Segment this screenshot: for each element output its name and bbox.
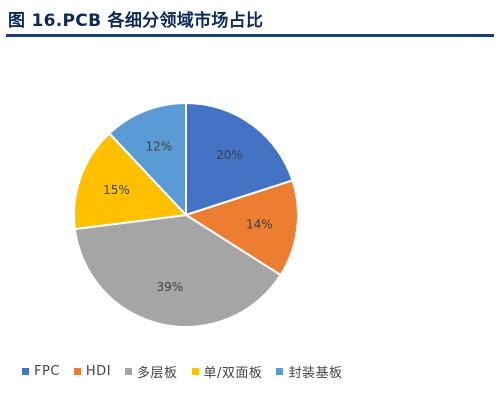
legend-swatch bbox=[125, 367, 133, 375]
legend-swatch bbox=[191, 367, 199, 375]
legend-label: FPC bbox=[34, 363, 60, 379]
pie-slice-s3 bbox=[73, 132, 187, 231]
chart-legend: FPC HDI 多层板 单/双面板 封装基板 bbox=[22, 360, 356, 382]
data-label-0: 20% bbox=[216, 148, 243, 162]
figure-title: 图 16.PCB 各细分领域市场占比 bbox=[8, 11, 264, 31]
legend-item-3: 单/双面板 bbox=[191, 362, 263, 381]
legend-label: 封装基板 bbox=[288, 365, 343, 381]
pie-slice-hdi bbox=[185, 179, 299, 277]
data-label-1: 14% bbox=[246, 217, 273, 231]
data-label-2: 39% bbox=[157, 280, 184, 294]
legend-item-0: FPC bbox=[22, 364, 60, 379]
data-label-3: 15% bbox=[103, 183, 130, 197]
legend-swatch bbox=[276, 367, 284, 375]
data-label-4: 12% bbox=[145, 139, 172, 153]
legend-label: 多层板 bbox=[137, 365, 178, 381]
legend-swatch bbox=[73, 367, 81, 375]
legend-item-2: 多层板 bbox=[125, 362, 178, 381]
legend-item-4: 封装基板 bbox=[276, 362, 342, 381]
pie-slice-s4 bbox=[108, 102, 187, 216]
legend-label: 单/双面板 bbox=[203, 365, 263, 381]
pie-slice-fpc bbox=[185, 102, 294, 216]
legend-swatch bbox=[22, 367, 29, 375]
pie-slice-s2 bbox=[73, 214, 282, 328]
title-divider bbox=[6, 34, 494, 37]
legend-label: HDI bbox=[85, 363, 112, 379]
legend-item-1: HDI bbox=[73, 363, 112, 379]
